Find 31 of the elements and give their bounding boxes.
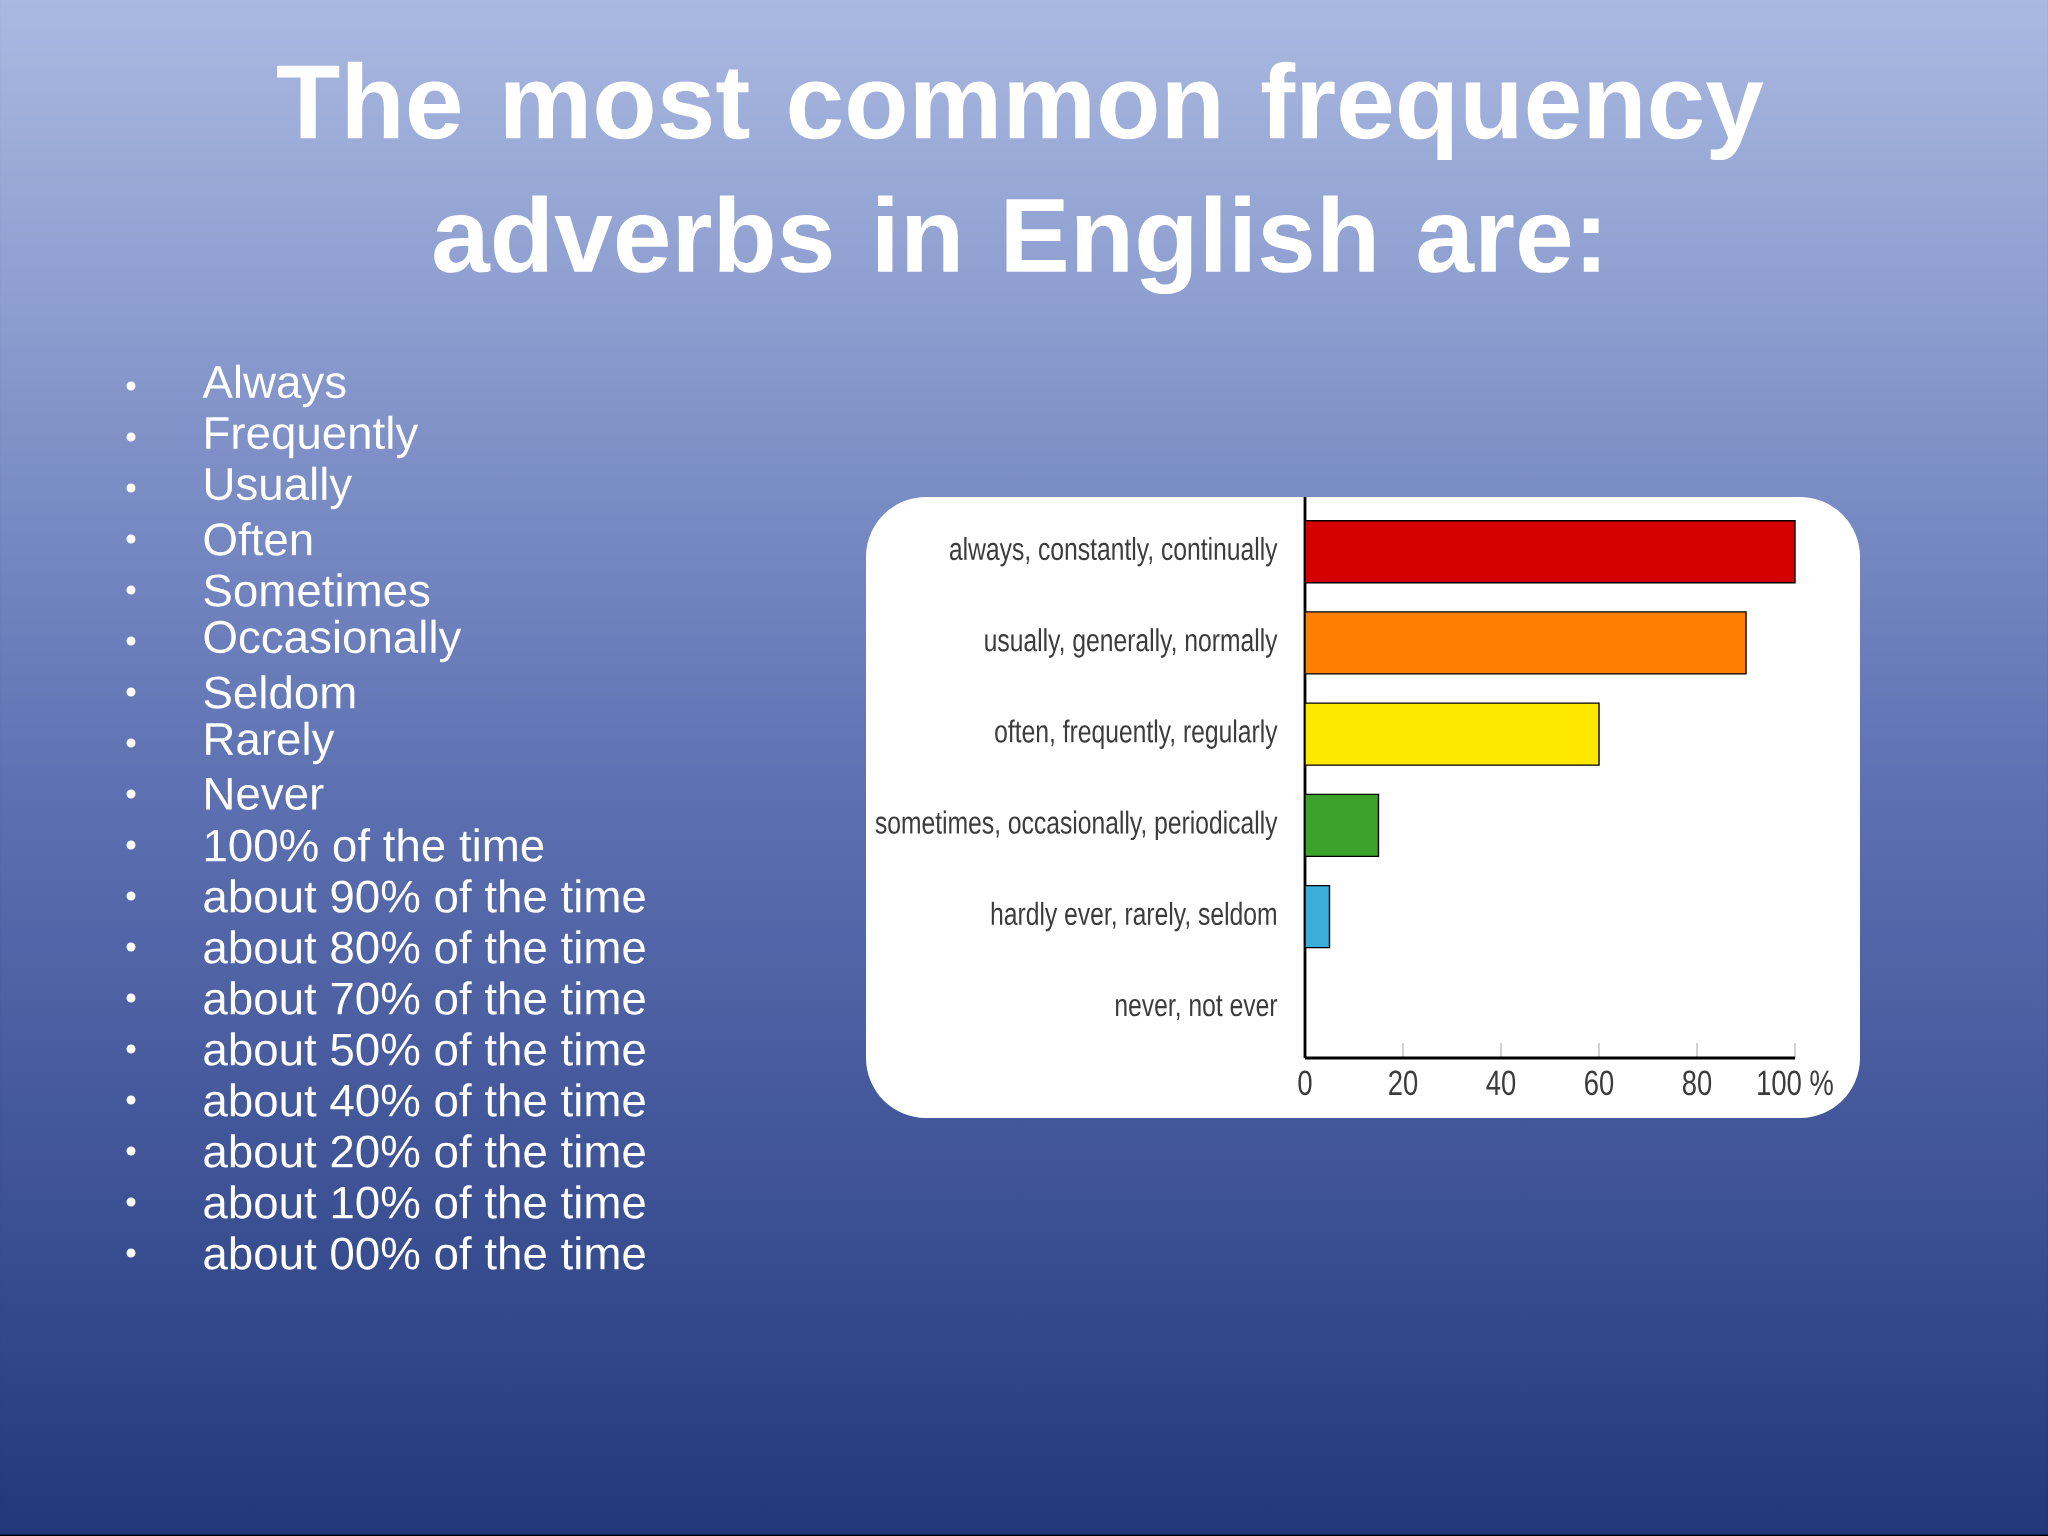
text: about 90% of the time — [204, 879, 645, 913]
y-tick-label: always, constantly, continually — [949, 536, 1278, 567]
y-tick-label: often, frequently, regularly — [995, 719, 1278, 749]
y-tick-label: never, not ever — [1116, 995, 1278, 1021]
text: Seldom — [204, 675, 355, 709]
x-tick-label: 40 — [1486, 1070, 1516, 1096]
text: Sometimes — [204, 573, 430, 607]
text: Occasionally — [204, 619, 462, 663]
x-tick-label: 60 — [1585, 1070, 1614, 1096]
x-tick-label: 0 — [1298, 1070, 1312, 1096]
text: about 00% of the time — [204, 1236, 645, 1270]
text: about 70% of the time — [204, 981, 645, 1015]
x-tick-label: 100 % — [1758, 1070, 1833, 1096]
chart-title: The most common frequency adverbs in English are: — [277, 61, 1764, 295]
text: about 40% of the time — [204, 1083, 645, 1117]
text: Frequently — [206, 415, 419, 459]
y-tick-label: usually, generally, normally — [985, 628, 1278, 658]
text: Always — [202, 364, 346, 408]
x-tick-label: 80 — [1682, 1070, 1712, 1096]
y-tick-label: sometimes, occasionally, periodically — [875, 810, 1278, 841]
text: about 50% of the time — [204, 1032, 645, 1066]
text: Never — [206, 778, 324, 810]
x-tick-label: 20 — [1389, 1070, 1418, 1096]
text: Usually — [205, 466, 353, 510]
text: Rarely — [206, 721, 335, 765]
text: Often — [204, 522, 312, 556]
y-tick-label: hardly ever, rarely, seldom — [991, 901, 1276, 932]
text: about 20% of the time — [204, 1134, 645, 1168]
text: 100% of the time — [205, 828, 544, 862]
text: about 80% of the time — [204, 930, 645, 964]
text: about 10% of the time — [204, 1185, 645, 1219]
